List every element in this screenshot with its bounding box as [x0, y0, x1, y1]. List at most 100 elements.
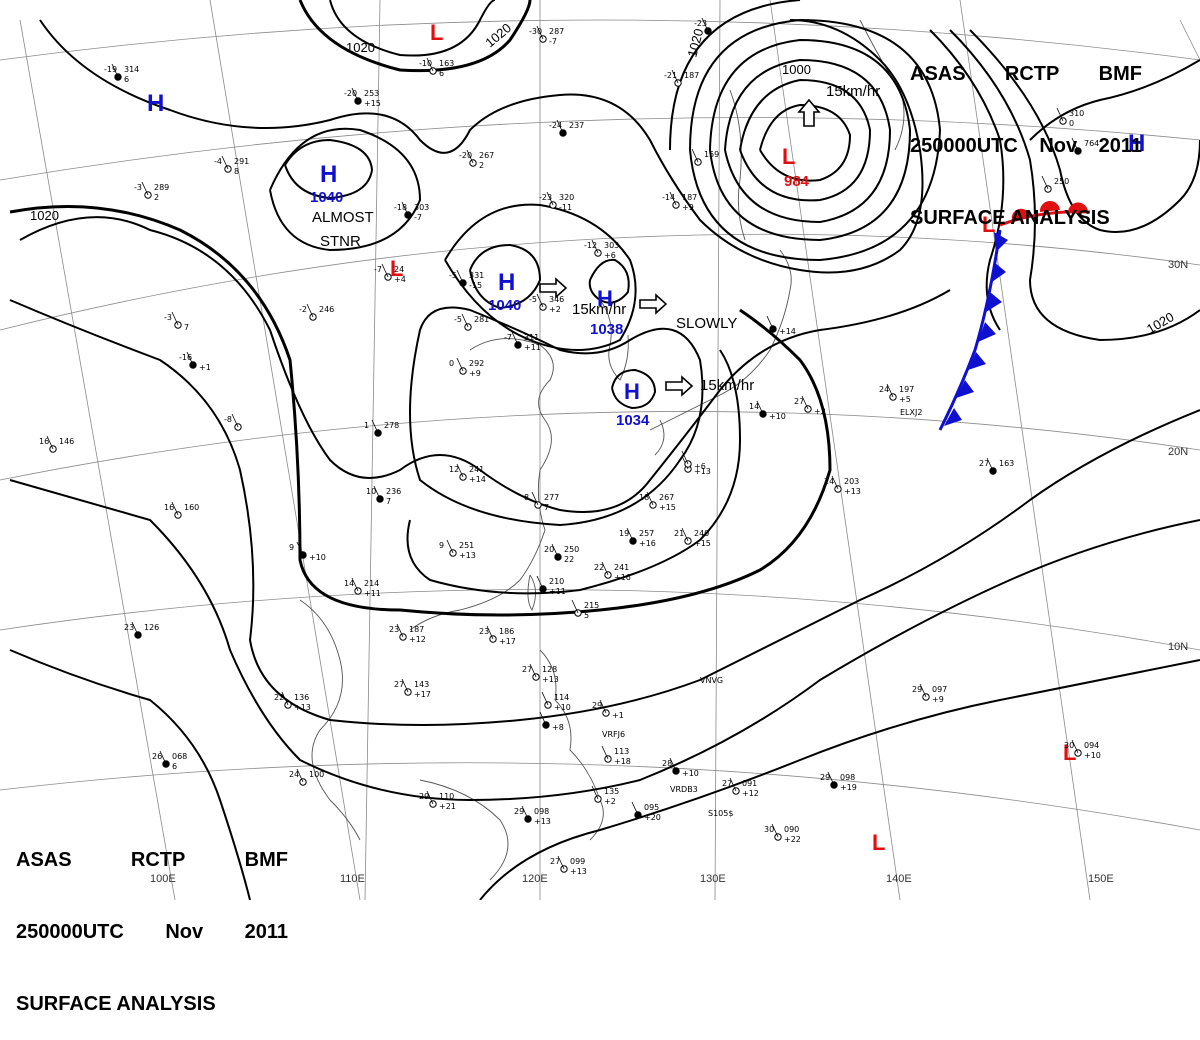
station-pressure: 091 [742, 779, 757, 788]
station-temperature: 29 [514, 807, 524, 816]
station-tendency: +17 [499, 637, 516, 646]
warm-front-semicircle [1011, 208, 1030, 220]
cold-front-triangle [986, 292, 1002, 312]
station-plot: 9 +10 [289, 541, 326, 562]
station-pressure: 314 [124, 65, 139, 74]
wind-barb [536, 575, 544, 590]
isobar [9, 649, 251, 900]
station-pressure: 236 [386, 487, 401, 496]
station-temperature: -7 [504, 333, 512, 342]
wind-barb [539, 711, 547, 726]
lon-label: 110E [340, 873, 365, 885]
station-tendency: +9 [469, 369, 481, 378]
low-pressure-symbol: L [872, 830, 885, 855]
isobar [409, 306, 704, 527]
header-office: BMF [244, 849, 288, 871]
header-year: 2011 [1098, 135, 1142, 157]
wind-barb [669, 757, 677, 772]
station-tendency: +20 [644, 813, 661, 822]
station-pressure: 278 [384, 421, 399, 430]
station-tendency: -15 [469, 281, 482, 290]
station-tendency: 5 [584, 611, 589, 620]
station-tendency: 2 [479, 161, 484, 170]
station-temperature: -5 [454, 315, 462, 324]
wind-barb [306, 303, 314, 318]
wind-barb [771, 823, 779, 838]
wind-barb [536, 293, 544, 308]
station-pressure: 210 [549, 577, 564, 586]
wind-barb [766, 315, 774, 330]
station-tendency: 8 [234, 167, 239, 176]
wind-barb [466, 149, 474, 164]
wind-barb [426, 57, 434, 72]
station-plot: 27 091+12 [722, 777, 759, 798]
wind-barb [446, 539, 454, 554]
station-pressure: 246 [319, 305, 334, 314]
slowly-label: SLOWLY [676, 315, 737, 332]
station-tendency: +2 [549, 305, 561, 314]
station-id: VRFJ6 [602, 730, 625, 739]
station-pressure: 146 [59, 437, 74, 446]
wind-barb [46, 435, 54, 450]
header-year: 2011 [244, 921, 288, 943]
station-pressure: 277 [544, 493, 559, 502]
station-plot: 135+2 [591, 785, 619, 806]
station-tendency: +9 [682, 203, 694, 212]
parallel-line [0, 762, 1200, 831]
station-pressure: 163 [999, 459, 1014, 468]
station-plot: -30 287-7 [529, 25, 564, 46]
isobar [39, 19, 924, 274]
station-pressure: 136 [294, 693, 309, 702]
wind-barb [401, 678, 409, 693]
wind-barb [1071, 739, 1079, 754]
station-pressure: 094 [1084, 741, 1099, 750]
wind-barb [281, 691, 289, 706]
low-pressure-symbol: L [782, 144, 795, 169]
japan-coast [649, 249, 792, 431]
meridian-line [364, 0, 381, 900]
lon-label: 150E [1088, 873, 1114, 885]
lon-label: 120E [522, 873, 548, 885]
wind-barb [557, 855, 565, 870]
station-plot: 27 +2 [794, 395, 826, 416]
wind-barb [919, 683, 927, 698]
station-plot: 095+20 [631, 801, 661, 822]
wind-barb [1041, 175, 1049, 190]
station-pressure: 764 [1084, 139, 1099, 148]
wind-barb [111, 63, 119, 78]
station-temperature: -19 [104, 65, 117, 74]
station-temperature: 20 [544, 545, 554, 554]
wind-barb [371, 419, 379, 434]
wind-barb [373, 485, 381, 500]
station-plot: 30 094+10 [1064, 739, 1101, 760]
wind-barb [601, 561, 609, 576]
station-pressure: 128 [542, 665, 557, 674]
station-pressure: 110 [439, 792, 454, 801]
station-pressure: 241 [469, 465, 484, 474]
station-tendency: +5 [899, 395, 911, 404]
wind-barb [221, 155, 229, 170]
station-pressure: 097 [932, 685, 947, 694]
high-pressure-value: 1038 [590, 321, 623, 338]
wind-barb [681, 450, 689, 465]
station-tendency: +8 [552, 723, 564, 732]
wind-barb [231, 413, 239, 428]
station-tendency: +15 [694, 539, 711, 548]
station-plot: -16 +1 [179, 351, 211, 372]
station-id: VNVG [700, 676, 723, 685]
station-temperature: 22 [594, 563, 604, 572]
wind-barb [461, 313, 469, 328]
wind-barb [671, 69, 679, 84]
station-plot: -14 187+9 [662, 191, 697, 212]
station-temperature: -24 [549, 121, 562, 130]
wind-barb [986, 457, 994, 472]
station-temperature: 23 [479, 627, 489, 636]
station-tendency: +12 [409, 635, 426, 644]
cold-front-triangle [994, 232, 1008, 252]
station-plot: -20 253+15 [344, 87, 381, 108]
station-temperature: 24 [824, 477, 834, 486]
station-tendency: 6 [439, 69, 444, 78]
